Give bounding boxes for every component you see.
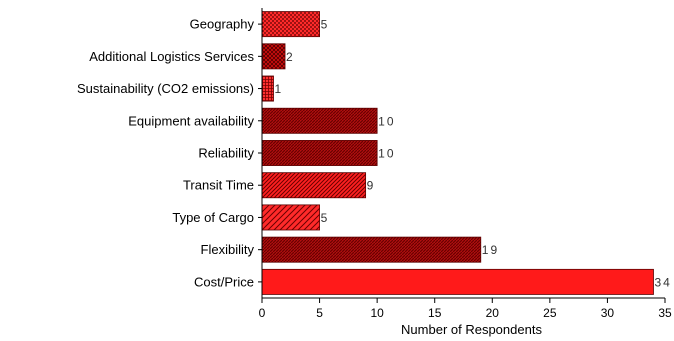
- bar: [261, 107, 378, 134]
- category-label: Equipment availability: [128, 113, 254, 128]
- x-tick-label: 30: [601, 306, 615, 320]
- bar: [261, 75, 274, 102]
- bar: [261, 140, 378, 166]
- bar: [261, 204, 320, 231]
- bar: [261, 11, 320, 38]
- category-label: Cost/Price: [194, 274, 254, 289]
- category-label: Transit Time: [183, 178, 254, 193]
- value-label: 5: [321, 211, 330, 225]
- category-label: Geography: [190, 17, 255, 32]
- value-label: 19: [482, 243, 499, 257]
- bar: [261, 172, 367, 199]
- category-label: Flexibility: [201, 242, 255, 257]
- x-tick-label: 0: [259, 306, 266, 320]
- bar: [261, 236, 482, 263]
- category-labels: Geography Additional Logistics Services Su…: [77, 17, 255, 290]
- value-label: 10: [378, 147, 395, 161]
- x-tick-label: 15: [428, 306, 442, 320]
- value-label: 5: [321, 18, 330, 32]
- bar: [261, 43, 286, 70]
- category-label: Additional Logistics Services: [89, 49, 254, 64]
- category-label: Reliability: [198, 146, 254, 161]
- x-tick-label: 35: [658, 306, 672, 320]
- bars-group: [261, 11, 654, 295]
- x-tick-label: 25: [543, 306, 557, 320]
- axes: 0 5 10 15 20 25 30 35: [258, 8, 672, 320]
- value-labels: 5 2 1 10 10 9 5 19 34: [275, 18, 671, 290]
- value-label: 10: [378, 114, 395, 128]
- x-axis-title: Number of Respondents: [401, 322, 542, 337]
- x-tick-label: 20: [486, 306, 500, 320]
- value-label: 1: [275, 82, 284, 96]
- x-tick-label: 10: [370, 306, 384, 320]
- category-label: Type of Cargo: [172, 210, 254, 225]
- value-label: 34: [654, 275, 671, 289]
- value-label: 2: [286, 50, 295, 64]
- category-label: Sustainability (CO2 emissions): [77, 81, 254, 96]
- x-tick-label: 5: [316, 306, 323, 320]
- value-label: 9: [367, 179, 376, 193]
- bar: [261, 268, 654, 295]
